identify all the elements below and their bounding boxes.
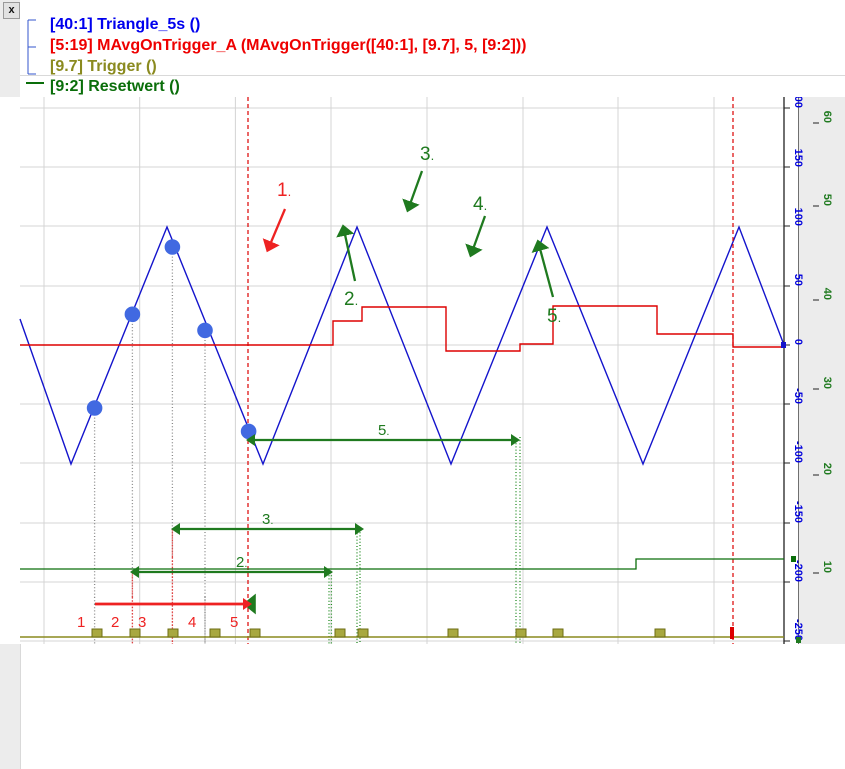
svg-text:3: 3 — [138, 614, 146, 631]
svg-text:10: 10 — [821, 561, 833, 573]
svg-text:30: 30 — [821, 377, 833, 389]
svg-text:200: 200 — [792, 97, 804, 108]
svg-text:3.: 3. — [262, 511, 273, 528]
svg-text:20: 20 — [821, 463, 833, 475]
svg-text:5: 5 — [230, 614, 238, 631]
svg-text:40: 40 — [821, 288, 833, 300]
svg-text:50: 50 — [821, 194, 833, 206]
svg-text:60: 60 — [821, 111, 833, 123]
svg-text:-100: -100 — [792, 441, 804, 463]
svg-text:2.: 2. — [236, 554, 247, 571]
svg-text:5.: 5. — [547, 306, 561, 327]
svg-text:-150: -150 — [792, 501, 804, 523]
svg-text:4: 4 — [188, 614, 196, 631]
svg-text:1.: 1. — [277, 180, 291, 201]
svg-text:50: 50 — [792, 274, 804, 286]
svg-text:3.: 3. — [420, 144, 434, 165]
svg-text:0: 0 — [792, 339, 804, 345]
svg-text:4.: 4. — [473, 194, 487, 215]
svg-text:2.: 2. — [344, 289, 358, 310]
svg-text:-50: -50 — [792, 388, 804, 404]
svg-text:5.: 5. — [378, 422, 389, 439]
svg-text:2: 2 — [111, 614, 119, 631]
svg-text:150: 150 — [792, 149, 804, 167]
svg-text:1: 1 — [77, 614, 85, 631]
svg-text:100: 100 — [792, 208, 804, 226]
svg-text:-200: -200 — [792, 560, 804, 582]
